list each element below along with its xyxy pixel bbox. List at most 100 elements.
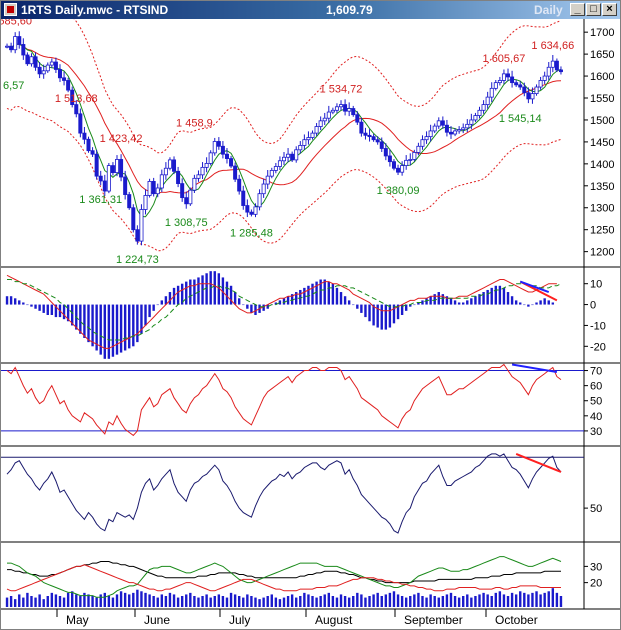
candle-body: [229, 158, 234, 167]
macd-bar: [233, 292, 237, 305]
price-axis-tick-label: 1700: [590, 27, 614, 39]
volume-bar: [237, 596, 241, 607]
price-axis-tick-label: 1350: [590, 181, 614, 193]
di-minus-line: [6, 564, 561, 592]
macd-bar: [319, 279, 322, 305]
stoch-divergence-line: [515, 452, 562, 473]
macd-bar: [433, 294, 436, 305]
candle-body: [469, 119, 474, 125]
candle-body: [115, 159, 120, 174]
macd-bar: [535, 302, 538, 305]
minimize-button[interactable]: _: [570, 3, 585, 16]
volume-bar: [413, 594, 416, 607]
candle-body: [408, 159, 413, 161]
candle-body: [237, 178, 242, 192]
macd-bar: [445, 296, 449, 305]
price-annotation: 1 634,66: [531, 40, 574, 52]
price-axis-tick-label: 1200: [590, 247, 614, 259]
volume-bar: [225, 597, 229, 607]
volume-bar: [22, 597, 25, 607]
volume-bar: [388, 592, 392, 607]
maximize-button[interactable]: □: [586, 3, 601, 16]
volume-bar: [290, 594, 294, 607]
volume-bar: [274, 597, 278, 607]
month-label: August: [315, 613, 353, 627]
price-annotation: 1 285,48: [230, 227, 273, 239]
candle-body: [530, 93, 535, 100]
close-button[interactable]: ×: [602, 3, 617, 16]
chart-area[interactable]: 1200 1250 1300 1350 1400 1450 1500 1550 1600 1650…: [1, 19, 620, 629]
volume-bar: [356, 592, 359, 607]
candle-body: [420, 139, 425, 147]
volume-bar: [46, 596, 49, 607]
macd-bar: [140, 304, 143, 334]
macd-bar: [50, 304, 54, 315]
candle-body: [302, 139, 307, 146]
candle-body: [294, 149, 299, 161]
candle-body: [461, 127, 466, 131]
macd-bar: [311, 283, 314, 305]
candle-body: [86, 138, 91, 152]
candle-body: [216, 141, 221, 147]
macd-axis-tick-label: 10: [590, 279, 602, 291]
volume-bar: [254, 597, 257, 607]
macd-bar: [250, 304, 253, 313]
candle-body: [98, 175, 103, 182]
macd-bar: [91, 304, 94, 347]
volume-bar: [201, 596, 204, 607]
macd-bar: [368, 304, 371, 322]
candle-body: [184, 197, 189, 205]
macd-bar: [290, 294, 294, 305]
macd-bar: [160, 300, 164, 305]
macd-bar: [136, 304, 139, 343]
candle-body: [25, 54, 30, 65]
candle-body: [143, 195, 148, 210]
candle-body: [314, 126, 319, 134]
candle-body: [233, 165, 238, 180]
window-title: 1RTS Daily.mwc - RTSIND: [21, 3, 169, 17]
candle-body: [41, 70, 46, 75]
macd-bar: [307, 285, 310, 305]
macd-bar: [388, 304, 392, 328]
macd-bar: [364, 304, 367, 318]
volume-bar: [115, 594, 119, 607]
macd-bar: [315, 281, 318, 305]
macd-bar: [490, 287, 493, 305]
candle-body: [82, 132, 87, 140]
title-bar[interactable]: 1RTS Daily.mwc - RTSIND 1,609.79 Daily _…: [1, 1, 620, 19]
volume-bar: [339, 594, 343, 607]
candle-body: [180, 183, 185, 199]
candle-body: [74, 104, 79, 115]
adx-line: [7, 561, 561, 584]
volume-bar: [172, 594, 176, 607]
volume-bar: [103, 592, 106, 607]
macd-bar: [115, 304, 119, 355]
volume-bar: [221, 596, 225, 607]
volume-bar: [99, 594, 102, 607]
volume-bar: [26, 592, 29, 607]
app-icon[interactable]: [4, 3, 17, 16]
volume-bar: [79, 596, 82, 607]
rsi-divergence-line: [511, 363, 558, 374]
volume-bar: [315, 597, 318, 607]
macd-bar: [494, 285, 497, 305]
candle-body: [396, 167, 401, 173]
macd-bar: [347, 300, 351, 305]
volume-bar: [400, 596, 404, 607]
volume-bar: [343, 596, 347, 607]
volume-bar: [470, 597, 473, 607]
month-label: September: [404, 613, 463, 627]
macd-bar: [295, 292, 298, 305]
price-axis-tick-label: 1450: [590, 137, 614, 149]
macd-bar: [197, 277, 200, 305]
candle-body: [375, 139, 380, 143]
candle-body: [518, 84, 523, 88]
candle-body: [253, 206, 258, 215]
volume-bar: [327, 592, 331, 607]
volume-bar: [144, 592, 147, 607]
volume-bar: [437, 597, 440, 607]
candle-body: [45, 64, 50, 72]
price-annotation: 1 224,73: [116, 254, 159, 266]
volume-bar: [34, 597, 37, 607]
candle-body: [363, 132, 368, 136]
